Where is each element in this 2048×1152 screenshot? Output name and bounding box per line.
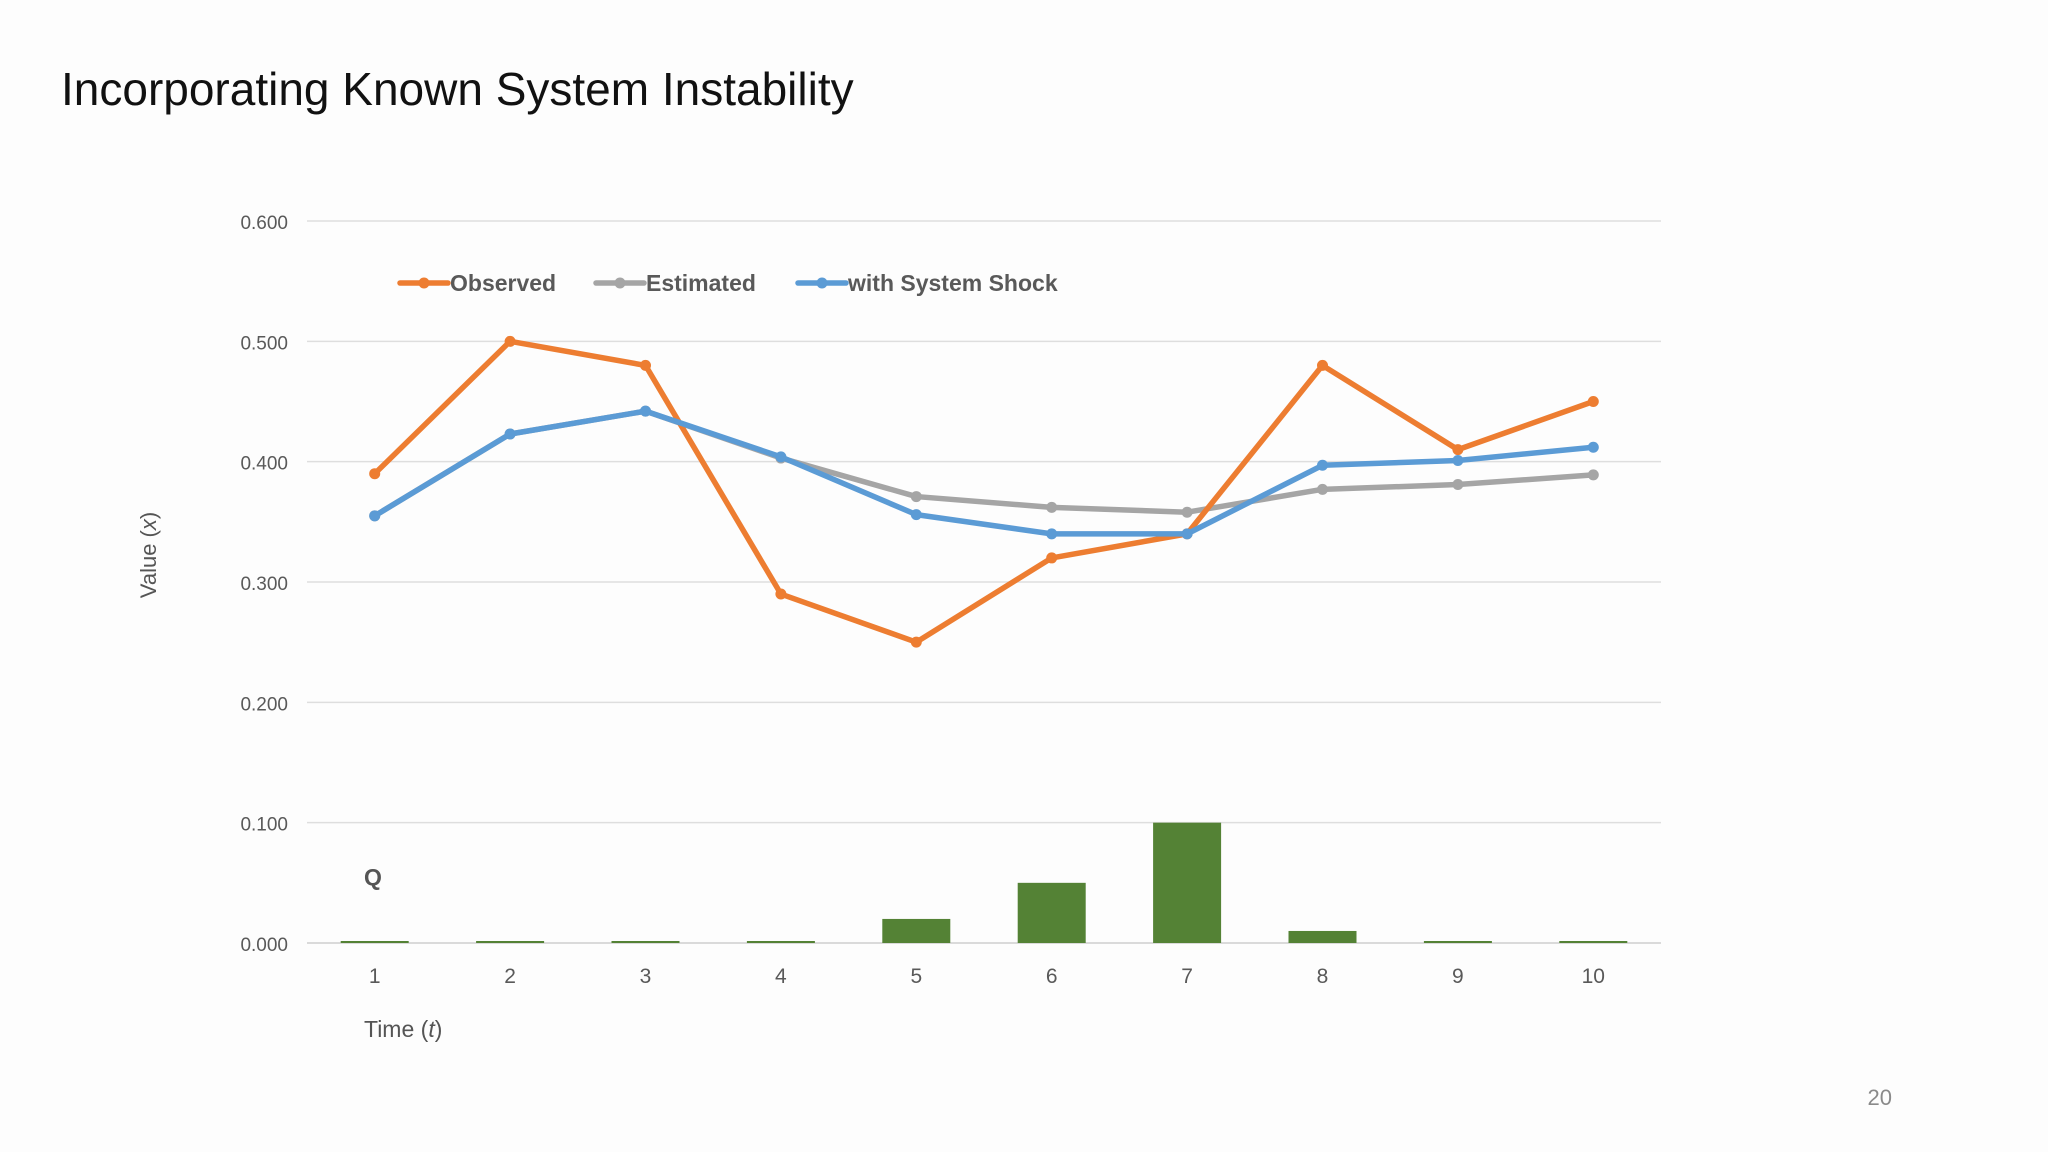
page-number: 20 bbox=[1867, 1085, 1892, 1110]
data-point bbox=[1452, 454, 1464, 466]
x-tick-label: 4 bbox=[775, 965, 787, 988]
legend-swatch-point bbox=[816, 277, 828, 289]
legend-label: Estimated bbox=[646, 270, 756, 296]
q-bar bbox=[611, 941, 680, 943]
q-label: Q bbox=[364, 864, 382, 890]
x-axis-label: Time (t) bbox=[364, 1016, 442, 1042]
x-tick-label: 2 bbox=[504, 965, 516, 988]
data-point bbox=[1046, 501, 1058, 513]
data-point bbox=[369, 468, 381, 480]
x-tick-label: 10 bbox=[1582, 965, 1605, 988]
q-bar bbox=[1288, 930, 1357, 943]
legend-label: with System Shock bbox=[847, 270, 1058, 296]
data-point bbox=[504, 428, 516, 440]
y-axis-label: Value (x) bbox=[136, 512, 161, 598]
x-tick-label: 6 bbox=[1046, 965, 1058, 988]
x-tick-label: 7 bbox=[1181, 965, 1193, 988]
data-point bbox=[775, 588, 787, 600]
series-lines bbox=[369, 335, 1599, 648]
q-bar bbox=[340, 941, 409, 943]
legend-swatch-point bbox=[614, 277, 626, 289]
y-tick-label: 0.100 bbox=[240, 815, 288, 836]
data-point bbox=[1452, 479, 1464, 491]
data-point bbox=[1317, 459, 1328, 471]
x-tick-label: 5 bbox=[910, 965, 922, 988]
data-point bbox=[775, 451, 787, 463]
data-point bbox=[1587, 469, 1599, 481]
data-point bbox=[640, 359, 651, 371]
data-point bbox=[1046, 552, 1058, 564]
data-point bbox=[910, 636, 922, 648]
data-point bbox=[369, 510, 381, 522]
q-bar bbox=[1559, 941, 1628, 943]
x-axis-ticks: 1 2 3 4 5 6 7 8 9 10 bbox=[369, 965, 1605, 988]
y-axis-ticks: 0.000 0.100 0.200 0.300 0.400 0.500 0.600 bbox=[240, 213, 288, 956]
data-point bbox=[1587, 396, 1599, 407]
y-tick-label: 0.200 bbox=[240, 694, 288, 715]
data-point bbox=[910, 509, 922, 521]
data-point bbox=[640, 405, 651, 417]
slide-title: Incorporating Known System Instability bbox=[61, 63, 854, 115]
series-line bbox=[371, 338, 1597, 645]
q-bar bbox=[1017, 882, 1086, 943]
y-tick-label: 0.500 bbox=[240, 333, 288, 354]
data-point bbox=[1452, 444, 1464, 456]
data-point bbox=[1046, 528, 1058, 540]
data-point bbox=[1317, 483, 1328, 495]
data-point bbox=[1181, 506, 1193, 518]
legend-swatch-point bbox=[418, 277, 430, 289]
x-tick-label: 1 bbox=[369, 965, 381, 988]
legend-label: Observed bbox=[450, 270, 556, 296]
x-tick-label: 9 bbox=[1452, 965, 1464, 988]
data-point bbox=[1181, 528, 1193, 540]
q-bar bbox=[476, 941, 545, 943]
q-bar bbox=[746, 941, 815, 943]
chart-legend: Observed Estimated with System Shock bbox=[397, 270, 1058, 296]
q-bar bbox=[1153, 822, 1222, 943]
data-point bbox=[910, 491, 922, 503]
q-bars bbox=[340, 822, 1628, 943]
data-point bbox=[1587, 441, 1599, 453]
y-tick-label: 0.400 bbox=[240, 454, 288, 475]
chart-gridlines bbox=[307, 220, 1661, 944]
y-tick-label: 0.600 bbox=[240, 213, 288, 234]
y-tick-label: 0.300 bbox=[240, 574, 288, 595]
series-line bbox=[371, 408, 1597, 537]
y-tick-label: 0.000 bbox=[240, 935, 288, 956]
data-point bbox=[1317, 359, 1328, 371]
q-bar bbox=[1423, 941, 1492, 943]
data-point bbox=[504, 335, 516, 347]
q-bar bbox=[882, 918, 951, 943]
x-tick-label: 8 bbox=[1317, 965, 1329, 988]
x-tick-label: 3 bbox=[640, 965, 652, 988]
